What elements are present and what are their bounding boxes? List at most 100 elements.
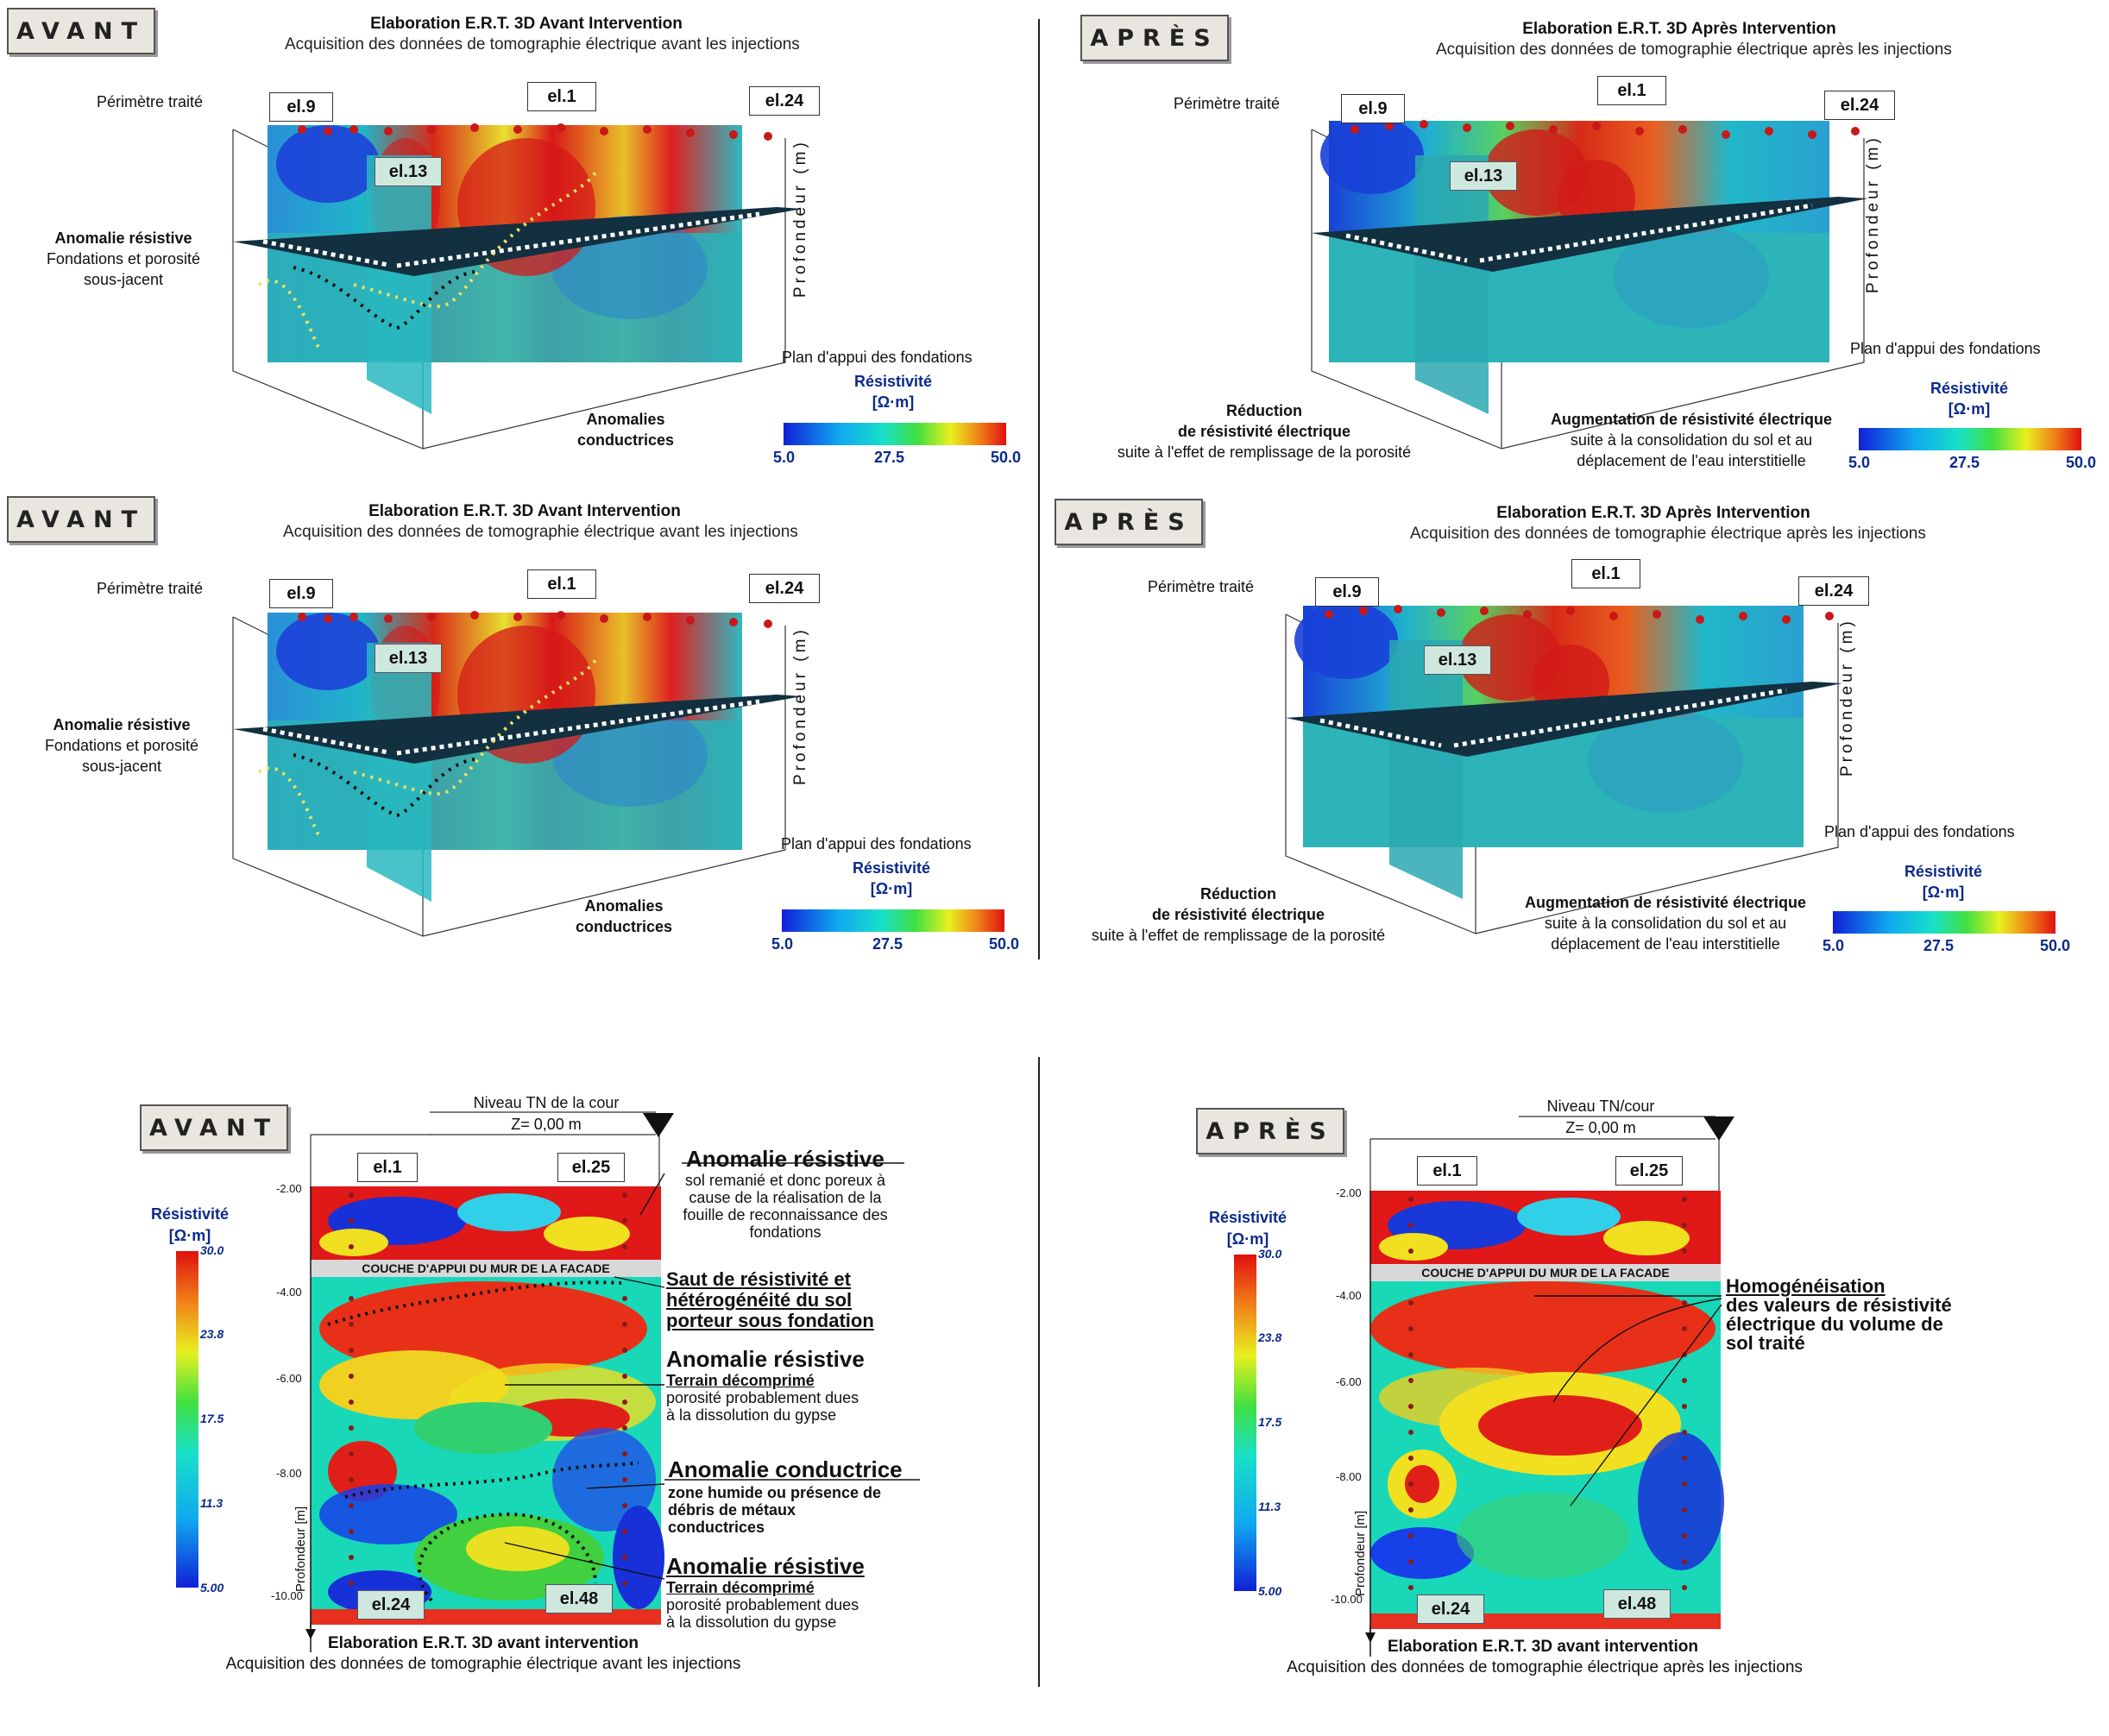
plan-appui-label: Plan d'appui des fondations bbox=[781, 835, 972, 852]
colorbar-title: Résistivité bbox=[1930, 380, 2009, 397]
colorbar-unit: [Ω·m] bbox=[872, 393, 915, 411]
electrode-label-el13: el.13 bbox=[375, 644, 442, 673]
depth-tick: -6.00 bbox=[276, 1372, 302, 1385]
annotation-4-title: Anomalie conductrice bbox=[668, 1456, 903, 1482]
reduction-label: Réduction bbox=[1200, 885, 1276, 903]
panel-title: Elaboration E.R.T. 3D Après Intervention bbox=[1522, 20, 1836, 38]
colorbar-max: 50.0 bbox=[2040, 937, 2071, 954]
electrode-label-el24: el.24 bbox=[1417, 1594, 1484, 1624]
depth-tick: -8.00 bbox=[276, 1467, 302, 1480]
divider-bottom bbox=[1038, 1057, 1040, 1687]
colorbar-max: 50.0 bbox=[2066, 454, 2097, 471]
sous-jacent-label: sous-jacent bbox=[83, 271, 164, 288]
colorbar-max: 50.0 bbox=[991, 449, 1022, 466]
apres-tag: APRÈS bbox=[1054, 499, 1203, 545]
deplacement-label: déplacement de l'eau interstitielle bbox=[1577, 452, 1806, 469]
tn-frame bbox=[310, 1111, 660, 1186]
apres-tag: APRÈS bbox=[1080, 15, 1229, 61]
electrode-label-el24: el.24 bbox=[749, 574, 820, 603]
electrode-label-el48: el.48 bbox=[545, 1584, 613, 1613]
colorbar-min: 5.0 bbox=[771, 935, 794, 953]
colorbar-mid: 27.5 bbox=[1949, 454, 1980, 471]
perimetre-label: Périmètre traité bbox=[1148, 578, 1255, 595]
homogeneisation-line: électrique du volume de bbox=[1726, 1313, 1943, 1335]
niveau-tn-label: Niveau TN/cour bbox=[1546, 1098, 1655, 1115]
colorbar-unit: [Ω·m] bbox=[1226, 1230, 1269, 1248]
panel-title: Elaboration E.R.T. 3D Après Intervention bbox=[1496, 504, 1810, 522]
electrode-label-el1: el.1 bbox=[357, 1153, 418, 1182]
section-caption-title: Elaboration E.R.T. 3D avant intervention bbox=[327, 1634, 639, 1652]
section-plot bbox=[310, 1186, 664, 1652]
annotation-2-line: hétérogénéité du sol bbox=[666, 1289, 853, 1311]
depth-tick: -4.00 bbox=[276, 1286, 302, 1299]
electrode-label-el9: el.9 bbox=[269, 579, 333, 608]
fondations-label: Fondations et porosité bbox=[46, 250, 201, 267]
annotation-4-line: débris de métaux bbox=[668, 1501, 796, 1519]
colorbar-unit: [Ω·m] bbox=[168, 1227, 211, 1244]
colorbar-tick: 11.3 bbox=[200, 1496, 223, 1510]
apres-tag: APRÈS bbox=[1196, 1108, 1344, 1154]
colorbar-tick: 5.00 bbox=[1258, 1584, 1282, 1598]
tn-frame bbox=[1369, 1116, 1720, 1191]
depth-tick: -2.00 bbox=[276, 1182, 302, 1195]
avant-tag: AVANT bbox=[7, 8, 155, 54]
panel-subtitle: Acquisition des données de tomographie é… bbox=[1410, 525, 1926, 543]
depth-arrow-icon bbox=[305, 1622, 316, 1639]
electrode-label-el24: el.24 bbox=[749, 86, 820, 116]
colorbar-mid: 27.5 bbox=[872, 935, 903, 953]
annotation-3-sub: Terrain décomprimé bbox=[666, 1372, 815, 1389]
z0-label: Z= 0,00 m bbox=[511, 1116, 582, 1133]
colorbar bbox=[176, 1251, 198, 1588]
depth-tick: -4.00 bbox=[1336, 1289, 1362, 1302]
electrode-label-el24: el.24 bbox=[357, 1590, 425, 1620]
colorbar bbox=[1833, 911, 2055, 934]
de-resistivite-label: de résistivité électrique bbox=[1151, 906, 1325, 923]
electrode-label-el9: el.9 bbox=[1341, 94, 1405, 123]
annotation-3-title: Anomalie résistive bbox=[666, 1346, 865, 1372]
colorbar bbox=[782, 909, 1004, 932]
suite-consolidation-label: suite à la consolidation du sol et au bbox=[1544, 915, 1787, 932]
annotation-3-line: porosité probablement dues bbox=[666, 1389, 859, 1406]
annotation-1-line: fondations bbox=[749, 1223, 822, 1241]
deplacement-label: déplacement de l'eau interstitielle bbox=[1551, 935, 1780, 953]
annotation-2-line: Saut de résistivité et bbox=[666, 1268, 851, 1290]
depth-tick: -8.00 bbox=[1336, 1470, 1362, 1483]
electrode-label-el1: el.1 bbox=[1571, 559, 1640, 588]
electrode-label-el9: el.9 bbox=[1315, 577, 1379, 607]
electrode-label-el13: el.13 bbox=[1450, 161, 1517, 191]
homogeneisation-line: sol traité bbox=[1726, 1332, 1805, 1354]
electrode-label-el1: el.1 bbox=[527, 82, 596, 111]
reduction-label: Réduction bbox=[1226, 402, 1302, 419]
colorbar-tick: 30.0 bbox=[200, 1243, 224, 1257]
annotation-5-line: à la dissolution du gypse bbox=[666, 1613, 837, 1631]
homogeneisation-line: des valeurs de résistivité bbox=[1726, 1294, 1952, 1316]
electrode-label-el24: el.24 bbox=[1824, 91, 1895, 120]
anomalies-label: Anomalies bbox=[584, 897, 664, 915]
panel-subtitle: Acquisition des données de tomographie é… bbox=[283, 523, 798, 541]
suite-remplissage-label: suite à l'effet de remplissage de la por… bbox=[1117, 443, 1412, 461]
annotation-5-sub: Terrain décomprimé bbox=[666, 1579, 815, 1596]
couche-band-label: COUCHE D'APPUI DU MUR DE LA FACADE bbox=[1421, 1266, 1670, 1280]
section-caption-title: Elaboration E.R.T. 3D avant intervention bbox=[1387, 1638, 1698, 1656]
panel-subtitle: Acquisition des données de tomographie é… bbox=[1436, 41, 1952, 59]
depth-tick: -2.00 bbox=[1336, 1186, 1362, 1199]
colorbar-unit: [Ω·m] bbox=[870, 880, 913, 897]
electrode-label-el25: el.25 bbox=[1615, 1156, 1683, 1186]
perimetre-label: Périmètre traité bbox=[97, 580, 204, 597]
colorbar-tick: 23.8 bbox=[1258, 1330, 1282, 1344]
electrode-label-el13: el.13 bbox=[375, 157, 442, 186]
fondations-label: Fondations et porosité bbox=[44, 737, 199, 754]
suite-remplissage-label: suite à l'effet de remplissage de la por… bbox=[1091, 927, 1386, 944]
colorbar-unit: [Ω·m] bbox=[1948, 400, 1991, 418]
anomalie-resistive-label: Anomalie résistive bbox=[53, 716, 191, 733]
electrode-label-el48: el.48 bbox=[1603, 1589, 1671, 1619]
plan-appui-label: Plan d'appui des fondations bbox=[1850, 340, 2041, 357]
anomalie-resistive-label: Anomalie résistive bbox=[54, 230, 192, 247]
depth-tick: -10.00 bbox=[1331, 1593, 1363, 1606]
colorbar-title: Résistivité bbox=[150, 1205, 230, 1223]
divider-top bbox=[1038, 19, 1040, 959]
annotation-3-line: à la dissolution du gypse bbox=[666, 1406, 837, 1424]
section-plot bbox=[1369, 1191, 1724, 1657]
perimetre-label: Périmètre traité bbox=[1174, 95, 1281, 112]
